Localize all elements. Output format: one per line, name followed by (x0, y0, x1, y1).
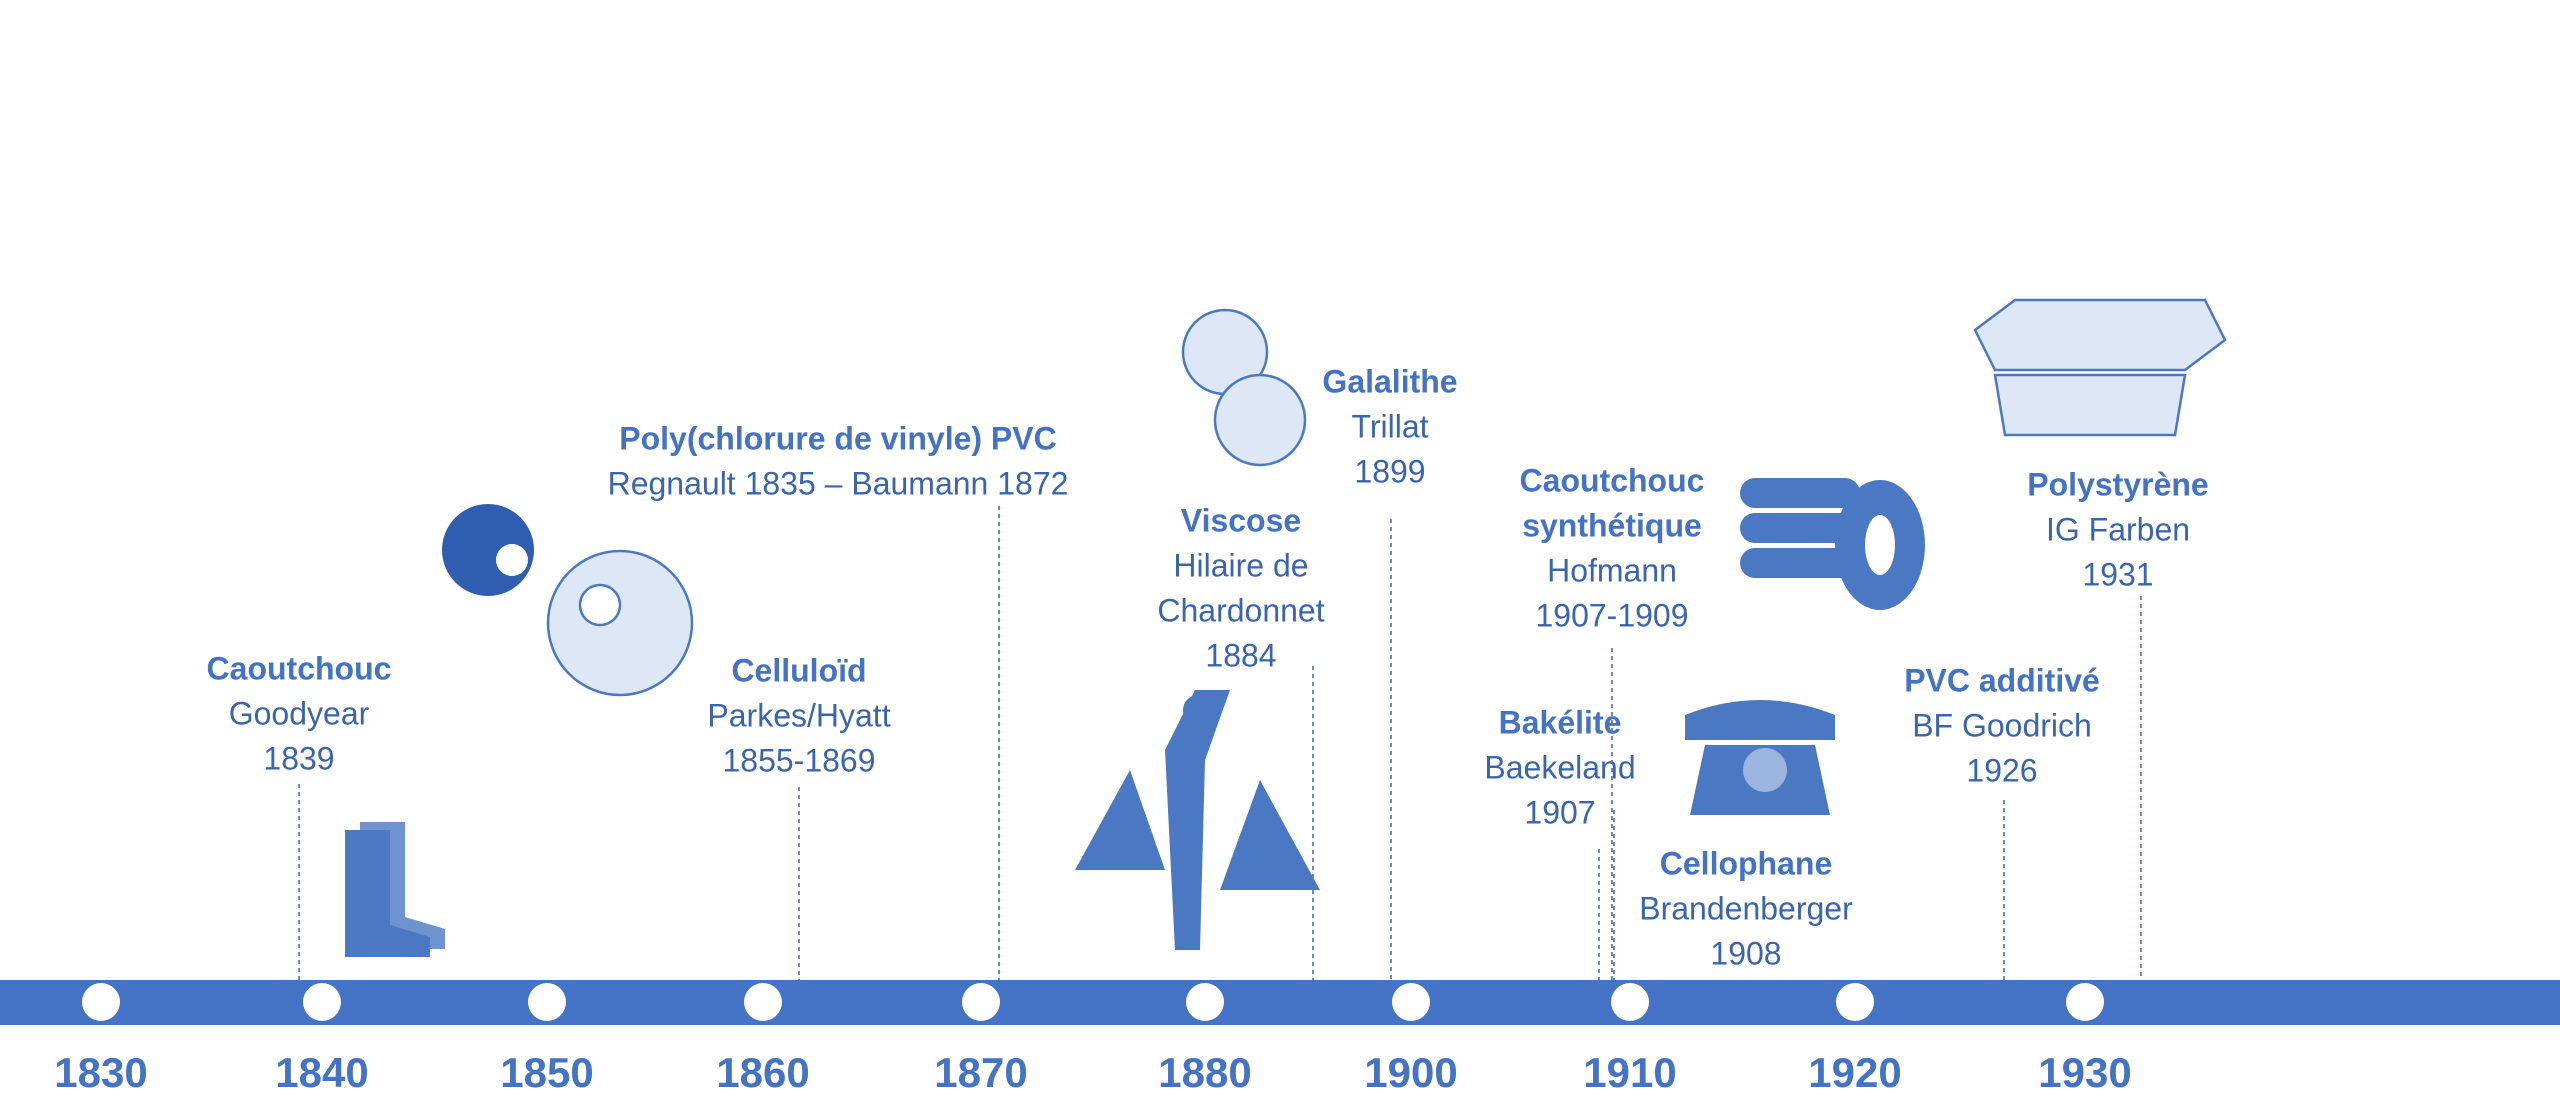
boots-icon (345, 822, 445, 957)
event-detail: Hofmann (1547, 552, 1677, 588)
event-detail: Brandenberger (1639, 890, 1853, 926)
decade-dot (962, 983, 1000, 1021)
decade-dot (303, 983, 341, 1021)
event-detail: Trillat (1351, 408, 1428, 444)
decade-dot (82, 983, 120, 1021)
decade-label: 1830 (54, 1049, 147, 1096)
decade-dot (528, 983, 566, 1021)
decade-label: 1850 (500, 1049, 593, 1096)
decade-label: 1900 (1364, 1049, 1457, 1096)
billiard-icon (442, 504, 692, 695)
event-title: Caoutchouc (207, 650, 392, 686)
event-title: Celluloïd (731, 652, 866, 688)
timeline: Caoutchouc Goodyear 1839 Poly(chlorure de v… (0, 0, 2560, 1102)
event-detail: Goodyear (229, 695, 370, 731)
buttons-icon (1183, 310, 1305, 465)
event-title: PVC additivé (1904, 662, 2100, 698)
event-detail: Regnault 1835 – Baumann 1872 (608, 465, 1069, 501)
event-detail: Chardonnet (1157, 592, 1324, 628)
event-title: Galalithe (1322, 363, 1457, 399)
event-detail: Baekeland (1484, 749, 1635, 785)
event-title: Viscose (1181, 502, 1301, 538)
decade-dot (2066, 983, 2104, 1021)
egg-carton-icon (1975, 300, 2225, 435)
event-detail: 1839 (263, 740, 334, 776)
event-title: Caoutchouc (1520, 462, 1705, 498)
event-detail: Parkes/Hyatt (707, 697, 890, 733)
event-title: synthétique (1522, 507, 1702, 543)
timeline-bar (0, 980, 2560, 1025)
event-detail: BF Goodrich (1912, 707, 2092, 743)
event-detail: 1907 (1524, 794, 1595, 830)
fashion-icon (1075, 690, 1320, 950)
decade-label: 1920 (1808, 1049, 1901, 1096)
decade-label: 1870 (934, 1049, 1027, 1096)
event-title: Bakélite (1499, 704, 1622, 740)
decade-label: 1880 (1158, 1049, 1251, 1096)
event-detail: 1931 (2082, 556, 2153, 592)
decade-label: 1860 (716, 1049, 809, 1096)
decade-dot (1392, 983, 1430, 1021)
decade-dot (744, 983, 782, 1021)
event-detail: 1899 (1354, 453, 1425, 489)
event-detail: 1907-1909 (1535, 597, 1688, 633)
decade-label: 1840 (275, 1049, 368, 1096)
event-title: Cellophane (1660, 845, 1832, 881)
event-title: Polystyrène (2027, 466, 2208, 502)
event-detail: Hilaire de (1173, 547, 1308, 583)
decade-dot (1836, 983, 1874, 1021)
event-detail: 1926 (1966, 752, 2037, 788)
decade-dot (1186, 983, 1224, 1021)
event-detail: 1855-1869 (722, 742, 875, 778)
telephone-icon (1685, 700, 1835, 815)
event-detail: IG Farben (2046, 511, 2190, 547)
decade-dot (1611, 983, 1649, 1021)
event-detail: 1908 (1710, 935, 1781, 971)
decade-label: 1930 (2038, 1049, 2131, 1096)
event-title: Poly(chlorure de vinyle) PVC (619, 420, 1056, 456)
event-detail: 1884 (1205, 637, 1276, 673)
decade-label: 1910 (1583, 1049, 1676, 1096)
tires-icon (1740, 478, 1925, 610)
